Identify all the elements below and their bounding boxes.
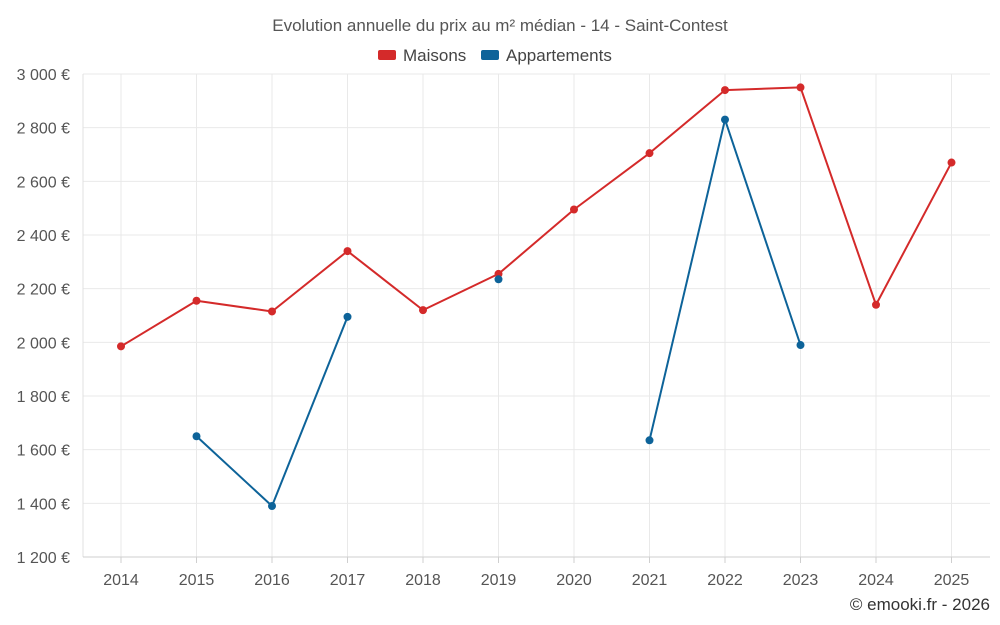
x-tick-label: 2018 bbox=[405, 572, 441, 589]
data-point-maisons-2025[interactable] bbox=[947, 158, 956, 167]
data-point-appartements-2015[interactable] bbox=[192, 432, 201, 441]
y-tick-label: 1 400 € bbox=[17, 496, 70, 513]
data-point-appartements-2017[interactable] bbox=[343, 312, 352, 321]
x-tick-label: 2019 bbox=[481, 572, 517, 589]
data-point-appartements-2016[interactable] bbox=[268, 502, 276, 511]
series-line-maisons bbox=[648, 89, 726, 155]
data-point-maisons-2021[interactable] bbox=[645, 149, 654, 158]
legend-swatch-appartements bbox=[481, 50, 499, 60]
x-tick-label: 2021 bbox=[632, 572, 668, 589]
series-line-maisons bbox=[497, 208, 575, 275]
series-line-maisons bbox=[195, 299, 273, 313]
legend-item-appartements[interactable]: Appartements bbox=[481, 46, 612, 65]
series-line-maisons bbox=[875, 161, 953, 306]
data-point-maisons-2016[interactable] bbox=[268, 307, 276, 316]
y-tick-label: 2 600 € bbox=[17, 174, 70, 191]
x-tick-label: 2016 bbox=[254, 572, 290, 589]
x-tick-label: 2022 bbox=[707, 572, 743, 589]
axes: 1 200 € 1 400 € 1 600 € 1 800 € 2 000 € 2 200… bbox=[17, 67, 990, 589]
series-line-maisons bbox=[120, 299, 198, 348]
data-point-appartements-2023[interactable] bbox=[796, 341, 805, 350]
series-line-appartements bbox=[648, 118, 726, 442]
x-tick-label: 2025 bbox=[934, 572, 970, 589]
data-point-maisons-2022[interactable] bbox=[721, 86, 729, 95]
x-tick-label: 2023 bbox=[783, 572, 819, 589]
x-tick-label: 2014 bbox=[103, 572, 139, 589]
x-tick-label: 2024 bbox=[858, 572, 894, 589]
series-line-maisons bbox=[573, 152, 651, 211]
data-point-appartements-2022[interactable] bbox=[721, 115, 729, 124]
y-tick-label: 2 200 € bbox=[17, 282, 70, 299]
legend-label-maisons: Maisons bbox=[403, 46, 466, 65]
series-line-appartements bbox=[271, 315, 349, 508]
data-point-maisons-2017[interactable] bbox=[343, 247, 352, 256]
y-tick-label: 1 200 € bbox=[17, 550, 70, 567]
data-point-maisons-2018[interactable] bbox=[419, 306, 427, 315]
series-line-maisons bbox=[724, 86, 802, 92]
series-line-maisons bbox=[271, 250, 349, 313]
grid bbox=[83, 73, 990, 558]
series-line-appartements bbox=[724, 118, 802, 347]
data-point-maisons-2020[interactable] bbox=[570, 205, 578, 214]
series-line-maisons bbox=[346, 250, 424, 312]
credit-text: © emooki.fr - 2026 bbox=[850, 595, 990, 614]
data-point-appartements-2019[interactable] bbox=[494, 275, 503, 284]
data-point-maisons-2014[interactable] bbox=[117, 342, 125, 351]
y-tick-label: 2 000 € bbox=[17, 335, 70, 352]
series-appartements bbox=[192, 115, 805, 511]
data-point-appartements-2021[interactable] bbox=[645, 436, 654, 445]
series bbox=[117, 83, 956, 511]
y-tick-label: 3 000 € bbox=[17, 67, 70, 84]
legend-swatch-maisons bbox=[378, 50, 396, 60]
legend: Maisons Appartements bbox=[378, 46, 612, 65]
y-tick-label: 2 800 € bbox=[17, 121, 70, 138]
legend-item-maisons[interactable]: Maisons bbox=[378, 46, 466, 65]
data-point-maisons-2015[interactable] bbox=[192, 296, 201, 305]
y-tick-label: 1 800 € bbox=[17, 389, 70, 406]
data-point-maisons-2024[interactable] bbox=[872, 300, 880, 309]
series-line-appartements bbox=[195, 435, 273, 508]
series-maisons bbox=[117, 83, 956, 351]
y-tick-label: 1 600 € bbox=[17, 443, 70, 460]
legend-label-appartements: Appartements bbox=[506, 46, 612, 65]
chart-title: Evolution annuelle du prix au m² médian … bbox=[272, 16, 728, 35]
x-tick-label: 2017 bbox=[330, 572, 366, 589]
series-line-maisons bbox=[799, 86, 877, 306]
data-point-maisons-2023[interactable] bbox=[796, 83, 805, 92]
series-line-maisons bbox=[422, 272, 500, 312]
x-tick-label: 2020 bbox=[556, 572, 592, 589]
y-tick-label: 2 400 € bbox=[17, 228, 70, 245]
x-tick-label: 2015 bbox=[179, 572, 215, 589]
